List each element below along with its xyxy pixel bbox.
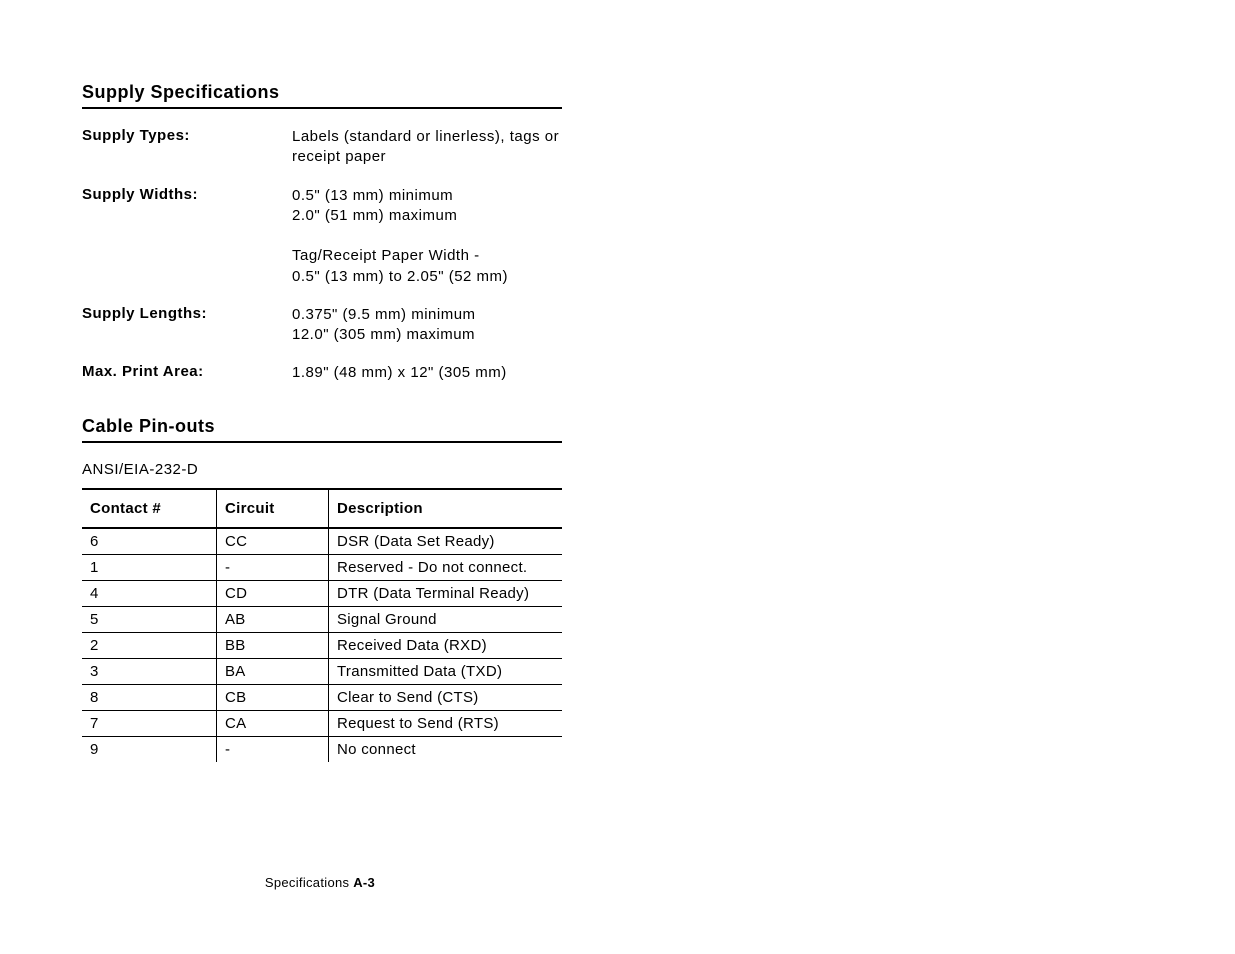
spec-row: Supply Types: Labels (standard or linerl… [82,127,562,168]
spec-label: Max. Print Area: [82,363,292,383]
spec-label: Supply Widths: [82,186,292,287]
table-row: 9 - No connect [82,736,562,762]
spec-label: Supply Lengths: [82,305,292,346]
table-row: 2 BB Received Data (RXD) [82,632,562,658]
cell-circuit: AB [217,606,329,632]
page-footer: Specifications A-3 [0,875,640,890]
cell-description: Signal Ground [329,606,563,632]
cell-description: Received Data (RXD) [329,632,563,658]
spec-list: Supply Types: Labels (standard or linerl… [82,127,562,384]
spec-value: 0.375" (9.5 mm) minimum 12.0" (305 mm) m… [292,305,476,346]
table-header-row: Contact # Circuit Description [82,489,562,528]
spec-label: Supply Types: [82,127,292,168]
cell-contact: 7 [82,710,217,736]
cell-contact: 8 [82,684,217,710]
cell-description: DTR (Data Terminal Ready) [329,580,563,606]
cell-description: Transmitted Data (TXD) [329,658,563,684]
spec-row: Supply Widths: 0.5" (13 mm) minimum 2.0"… [82,186,562,287]
table-row: 5 AB Signal Ground [82,606,562,632]
cell-contact: 3 [82,658,217,684]
table-row: 4 CD DTR (Data Terminal Ready) [82,580,562,606]
cell-circuit: - [217,554,329,580]
cell-circuit: BB [217,632,329,658]
cell-contact: 5 [82,606,217,632]
cell-circuit: CC [217,528,329,555]
section-heading-supply: Supply Specifications [82,82,562,109]
footer-label: Specifications [265,875,349,890]
cell-contact: 9 [82,736,217,762]
cell-contact: 1 [82,554,217,580]
cell-contact: 4 [82,580,217,606]
cell-circuit: CD [217,580,329,606]
spec-row: Max. Print Area: 1.89" (48 mm) x 12" (30… [82,363,562,383]
footer-page-number: A-3 [353,875,375,890]
cell-contact: 6 [82,528,217,555]
col-header-contact: Contact # [82,489,217,528]
table-row: 7 CA Request to Send (RTS) [82,710,562,736]
cell-description: No connect [329,736,563,762]
table-row: 8 CB Clear to Send (CTS) [82,684,562,710]
col-header-circuit: Circuit [217,489,329,528]
table-row: 1 - Reserved - Do not connect. [82,554,562,580]
cell-contact: 2 [82,632,217,658]
cell-circuit: CB [217,684,329,710]
spec-value: Labels (standard or linerless), tags or … [292,127,562,168]
table-row: 6 CC DSR (Data Set Ready) [82,528,562,555]
col-header-description: Description [329,489,563,528]
cell-circuit: CA [217,710,329,736]
table-row: 3 BA Transmitted Data (TXD) [82,658,562,684]
section-heading-cable: Cable Pin-outs [82,416,562,443]
cell-description: Reserved - Do not connect. [329,554,563,580]
spec-row: Supply Lengths: 0.375" (9.5 mm) minimum … [82,305,562,346]
cell-description: Request to Send (RTS) [329,710,563,736]
cell-description: DSR (Data Set Ready) [329,528,563,555]
pinout-table: Contact # Circuit Description 6 CC DSR (… [82,488,562,762]
cell-description: Clear to Send (CTS) [329,684,563,710]
cell-circuit: - [217,736,329,762]
cell-circuit: BA [217,658,329,684]
standard-label: ANSI/EIA-232-D [82,461,562,478]
spec-value: 1.89" (48 mm) x 12" (305 mm) [292,363,507,383]
spec-value: 0.5" (13 mm) minimum 2.0" (51 mm) maximu… [292,186,508,287]
